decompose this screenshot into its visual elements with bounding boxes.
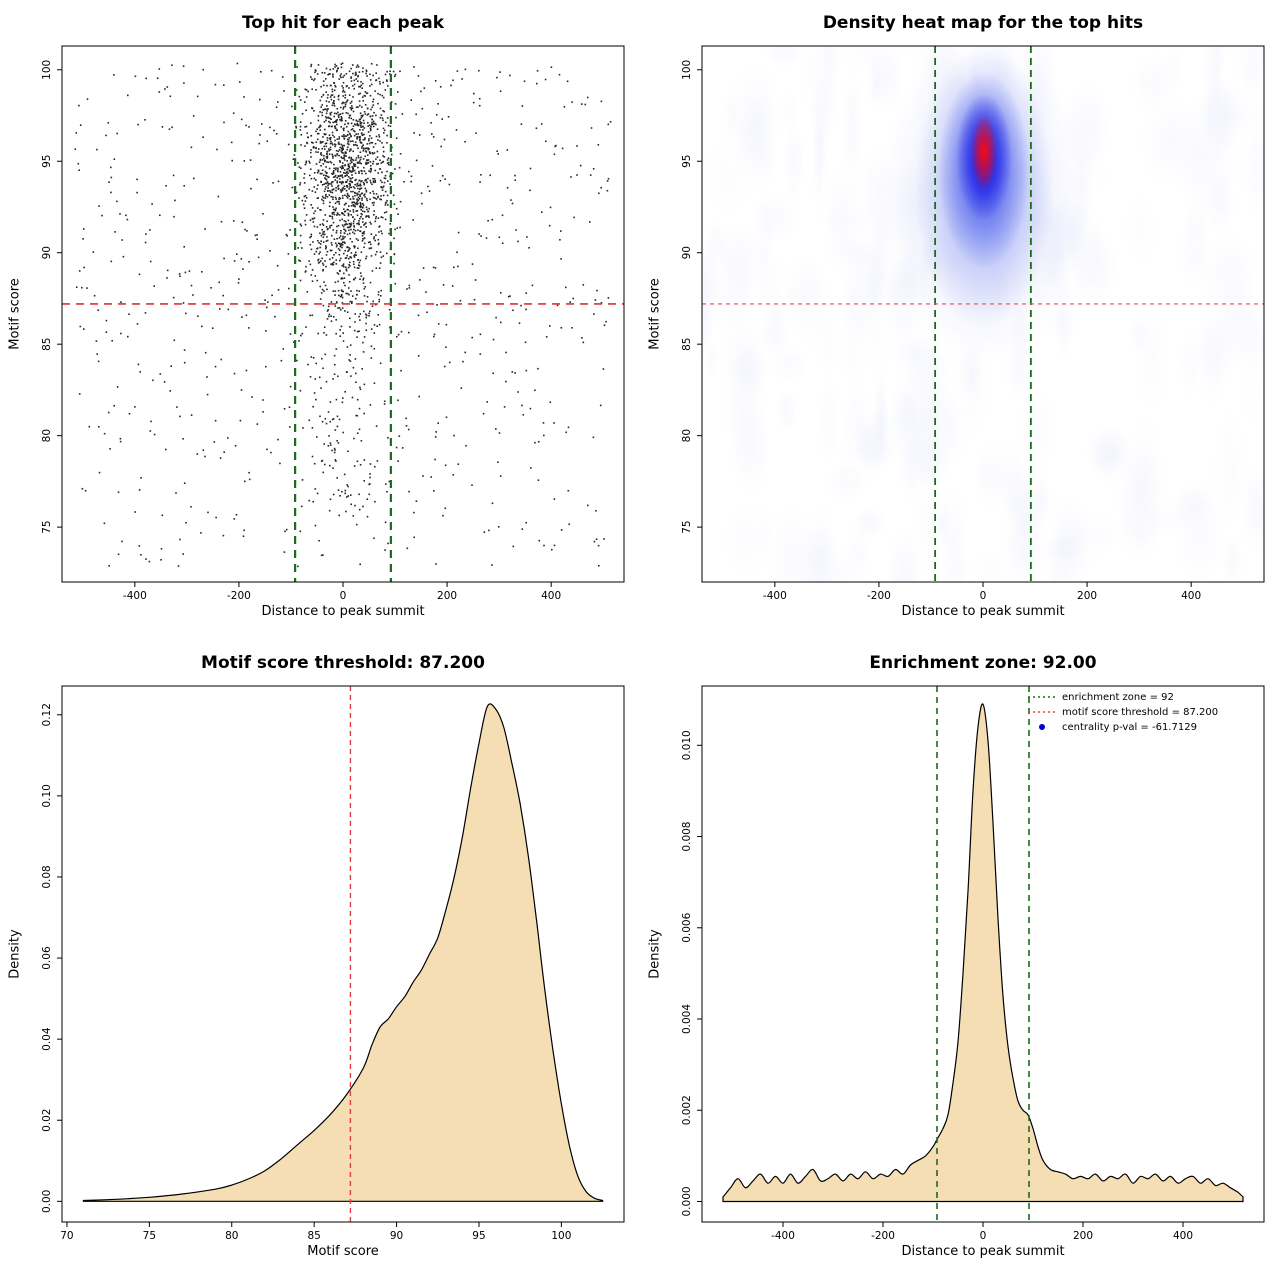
svg-text:0.000: 0.000 [681, 1186, 693, 1216]
scatter-points [74, 62, 612, 568]
y-axis-label: Motif score [647, 278, 663, 350]
panel-top-hit-scatter: -400 -200 0 200 400 75 80 85 90 95 100 Top hit for… [0, 0, 640, 640]
distance-density-plot: enrichment zone = 92 motif score threshol… [681, 685, 1265, 1242]
tick-labels: -400 -200 0 200 400 75 80 85 90 95 100 [681, 60, 1201, 602]
svg-text:200: 200 [437, 590, 457, 602]
svg-text:80: 80 [681, 429, 693, 442]
scatter-plot: -400 -200 0 200 400 75 80 85 90 95 100 [41, 45, 625, 602]
svg-text:85: 85 [41, 337, 53, 350]
svg-text:100: 100 [681, 60, 693, 80]
tick-labels: -400 -200 0 200 400 75 80 85 90 95 100 [41, 60, 561, 602]
panel-density-heatmap: -400 -200 0 200 400 75 80 85 90 95 100 Density hea… [640, 0, 1280, 640]
svg-text:70: 70 [60, 1230, 73, 1242]
svg-text:75: 75 [143, 1230, 156, 1242]
y-axis-label: Density [7, 929, 23, 979]
svg-text:0.12: 0.12 [41, 703, 53, 726]
svg-text:200: 200 [1077, 590, 1097, 602]
svg-text:85: 85 [307, 1230, 320, 1242]
svg-text:95: 95 [681, 155, 693, 168]
svg-text:90: 90 [681, 246, 693, 259]
svg-text:400: 400 [1181, 590, 1201, 602]
density-curve [722, 703, 1244, 1203]
svg-text:95: 95 [41, 155, 53, 168]
x-axis-label: Distance to peak summit [261, 604, 425, 619]
panel-motif-score-density: 70 75 80 85 90 95 100 0.00 0.02 0.04 0.06 0.08 0.10 0… [0, 640, 640, 1280]
heatmap-canvas [640, 0, 1280, 640]
tick-marks [697, 744, 1184, 1227]
svg-text:0.004: 0.004 [681, 1004, 693, 1034]
svg-text:-400: -400 [123, 590, 147, 602]
tick-labels: 70 75 80 85 90 95 100 0.00 0.02 0.04 0.06 0.08 0.10 0… [41, 703, 571, 1242]
tick-marks [697, 69, 1192, 587]
svg-text:0.04: 0.04 [41, 1027, 53, 1051]
svg-text:95: 95 [472, 1230, 485, 1242]
svg-text:-200: -200 [867, 590, 891, 602]
svg-text:enrichment zone = 92: enrichment zone = 92 [1062, 692, 1174, 703]
svg-text:0: 0 [980, 590, 987, 602]
x-axis-label: Distance to peak summit [901, 1244, 1065, 1259]
svg-text:0.008: 0.008 [681, 822, 693, 852]
axes [701, 45, 1265, 583]
svg-text:-400: -400 [763, 590, 787, 602]
svg-text:100: 100 [551, 1230, 571, 1242]
axes [61, 685, 625, 1223]
svg-text:0.002: 0.002 [681, 1095, 693, 1125]
svg-text:0.00: 0.00 [41, 1190, 53, 1213]
svg-text:75: 75 [41, 520, 53, 533]
svg-text:0: 0 [980, 1230, 987, 1242]
svg-text:90: 90 [41, 246, 53, 259]
y-axis-label: Density [647, 929, 663, 979]
tick-marks [57, 714, 562, 1227]
panel-distance-density: enrichment zone = 92 motif score threshol… [640, 640, 1280, 1280]
chart-title: Density heat map for the top hits [822, 13, 1144, 33]
svg-text:motif score threshold = 87.200: motif score threshold = 87.200 [1062, 707, 1218, 718]
y-axis-label: Motif score [7, 278, 23, 350]
svg-text:75: 75 [681, 520, 693, 533]
chart-title: Top hit for each peak [241, 13, 445, 33]
heatmap-overlay: -400 -200 0 200 400 75 80 85 90 95 100 [681, 45, 1265, 602]
svg-text:200: 200 [1073, 1230, 1093, 1242]
svg-text:-200: -200 [871, 1230, 895, 1242]
tick-labels: -400 -200 0 200 400 0.000 0.002 0.004 0.006 0.008… [681, 730, 1193, 1242]
svg-text:0.010: 0.010 [681, 730, 693, 760]
svg-text:0.02: 0.02 [41, 1109, 53, 1132]
x-axis-label: Motif score [307, 1244, 379, 1259]
motif-score-density-plot: 70 75 80 85 90 95 100 0.00 0.02 0.04 0.06 0.08 0.10 0… [41, 685, 625, 1242]
svg-text:-400: -400 [771, 1230, 795, 1242]
tick-marks [57, 69, 552, 587]
svg-text:0.006: 0.006 [681, 912, 693, 942]
svg-text:85: 85 [681, 337, 693, 350]
axes [61, 45, 625, 583]
density-curve [82, 703, 604, 1202]
svg-text:80: 80 [41, 429, 53, 442]
svg-text:0: 0 [340, 590, 347, 602]
svg-text:100: 100 [41, 60, 53, 80]
svg-text:400: 400 [1173, 1230, 1193, 1242]
legend: enrichment zone = 92 motif score threshol… [1028, 692, 1218, 733]
svg-text:90: 90 [390, 1230, 403, 1242]
svg-text:0.10: 0.10 [41, 784, 53, 807]
chart-title: Enrichment zone: 92.00 [869, 653, 1097, 673]
svg-text:0.06: 0.06 [41, 946, 53, 970]
chart-title: Motif score threshold: 87.200 [201, 653, 485, 673]
svg-text:-200: -200 [227, 590, 251, 602]
legend-point-marker [1039, 724, 1045, 730]
svg-text:400: 400 [541, 590, 561, 602]
x-axis-label: Distance to peak summit [901, 604, 1065, 619]
svg-text:80: 80 [225, 1230, 238, 1242]
svg-text:0.08: 0.08 [41, 865, 53, 888]
svg-text:centrality p-val = -61.7129: centrality p-val = -61.7129 [1062, 722, 1197, 733]
